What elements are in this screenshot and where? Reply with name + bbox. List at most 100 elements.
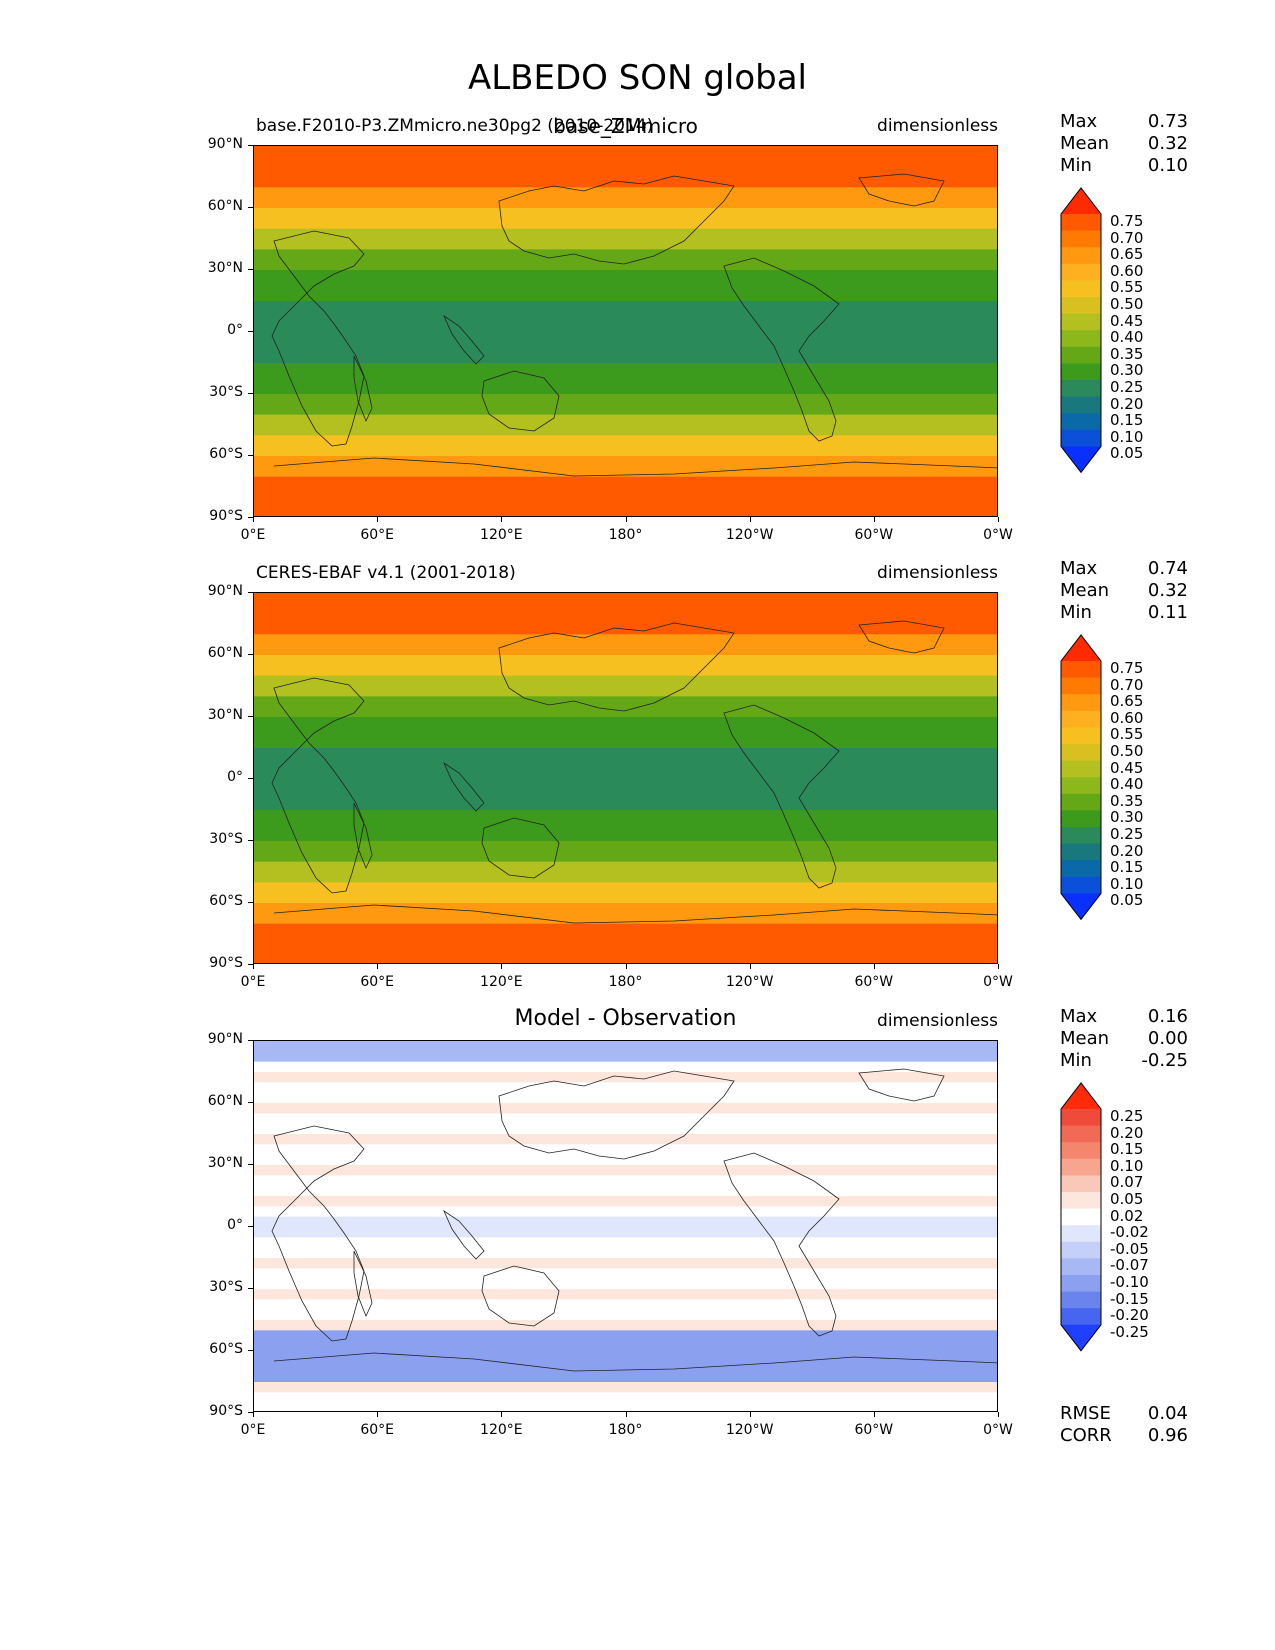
lat-tick-mark <box>248 269 253 270</box>
stat-max: Max 0.73 <box>1060 111 1188 133</box>
field-band <box>254 476 997 488</box>
colorbar-label: 0.75 <box>1110 659 1144 677</box>
colorbar-outline <box>1060 634 1102 921</box>
stat-label: Min <box>1060 602 1092 623</box>
lat-tick-mark <box>248 716 253 717</box>
coastline <box>273 1352 997 1372</box>
colorbar-swatch <box>1061 744 1101 762</box>
field-band <box>254 311 997 323</box>
field-band <box>254 456 997 467</box>
lat-tick-mark <box>248 778 253 779</box>
lat-tick-label: 0° <box>227 769 243 785</box>
field-band <box>254 1340 997 1352</box>
stat-min: Min 0.10 <box>1060 155 1188 177</box>
lat-tick-mark <box>248 840 253 841</box>
map-panel-1: base.F2010-P3.ZMmicro.ne30pg2 (2010-2014… <box>0 0 1275 543</box>
colorbar-label: 0.05 <box>1110 444 1144 463</box>
field-band <box>254 1309 997 1321</box>
field-band <box>254 737 997 749</box>
field-band <box>254 342 997 354</box>
figure-title: ALBEDO SON global <box>467 58 808 98</box>
colorbar-swatch <box>1061 1291 1101 1309</box>
colorbar-swatch <box>1061 330 1101 348</box>
colorbar-label: 0.15 <box>1110 1140 1144 1159</box>
field-band <box>254 497 997 509</box>
colorbar-swatch <box>1061 1241 1101 1259</box>
colorbar-label: 0.70 <box>1110 228 1144 247</box>
field-band <box>254 913 997 925</box>
field-band <box>254 830 997 842</box>
field-band <box>254 270 997 281</box>
field-band <box>254 1320 997 1331</box>
lon-tick-mark <box>625 1412 627 1417</box>
colorbar-swatch <box>1061 413 1101 431</box>
colorbar-label: 0.30 <box>1110 361 1144 380</box>
panel-units: dimensionless <box>877 1011 998 1031</box>
field-band <box>254 301 997 312</box>
colorbar-swatch <box>1061 876 1101 894</box>
colorbar-label: -0.05 <box>1110 1239 1149 1258</box>
colorbar-swatch <box>1061 1158 1101 1176</box>
colorbar-swatch <box>1061 793 1101 811</box>
colorbar-label: 0.45 <box>1110 311 1144 330</box>
stat-value: 0.96 <box>1147 1425 1188 1446</box>
coastline <box>723 1152 840 1337</box>
colorbar-label: 0.60 <box>1110 708 1144 727</box>
field-band <box>254 156 997 168</box>
colorbar-swatch <box>1061 727 1101 745</box>
colorbar-swatch <box>1061 1308 1101 1326</box>
colorbar-swatch <box>1061 694 1101 712</box>
colorbar-label: 0.15 <box>1110 858 1144 877</box>
lon-tick-mark <box>873 1412 875 1417</box>
stat-min: Min 0.11 <box>1060 602 1188 624</box>
coastline <box>481 817 560 879</box>
lat-tick-mark <box>248 393 253 394</box>
lat-tick-label: 90°N <box>207 583 243 599</box>
colorbar-swatch <box>1061 893 1101 920</box>
lat-tick-label: 30°N <box>207 1155 243 1171</box>
lon-tick-mark <box>377 1412 379 1417</box>
colorbar-label: 0.45 <box>1110 758 1144 777</box>
colorbar-label: 0.20 <box>1110 1123 1144 1142</box>
colorbar-outline <box>1060 1082 1102 1352</box>
colorbar-swatch <box>1061 1275 1101 1293</box>
lon-tick-label: 0°E <box>240 1422 266 1438</box>
colorbar-label: -0.10 <box>1110 1273 1149 1291</box>
colorbar-scale <box>1060 634 1102 921</box>
field-band <box>254 146 997 157</box>
field-band <box>254 1123 997 1135</box>
map-field <box>254 593 997 963</box>
colorbar-label: 0.75 <box>1110 212 1144 230</box>
stat-value: 0.04 <box>1147 1403 1188 1424</box>
lat-tick-mark <box>248 455 253 456</box>
field-band <box>254 321 997 333</box>
lon-tick-label: 60°W <box>854 527 894 543</box>
field-band <box>254 1144 997 1156</box>
colorbar-swatch <box>1061 346 1101 364</box>
field-band <box>254 1185 997 1197</box>
panel-title-left: CERES-EBAF v4.1 (2001-2018) <box>256 563 516 583</box>
lat-tick-mark <box>248 1350 253 1351</box>
field-band <box>254 445 997 457</box>
stat-mean: Mean 0.00 <box>1060 1028 1188 1050</box>
panel-title-center: base_ZMmicro <box>553 114 698 138</box>
lon-tick-label: 180° <box>608 1422 643 1438</box>
lat-tick-label: 90°N <box>207 136 243 152</box>
lat-tick-mark <box>248 1040 253 1041</box>
field-band <box>254 1289 997 1300</box>
stat-min: Min -0.25 <box>1060 1050 1188 1072</box>
lon-tick-label: 0°W <box>983 974 1013 990</box>
colorbar-swatch <box>1061 1225 1101 1243</box>
colorbar-label: -0.02 <box>1110 1223 1149 1242</box>
field-band <box>254 923 997 935</box>
field-band <box>254 810 997 821</box>
colorbar-label: 0.15 <box>1110 411 1144 430</box>
panel-units: dimensionless <box>877 116 998 136</box>
colorbar-label: 0.55 <box>1110 725 1144 744</box>
coastline <box>271 1125 365 1342</box>
stat-value: 0.74 <box>1147 558 1188 579</box>
field-band <box>254 934 997 945</box>
colorbar-swatch <box>1061 188 1101 214</box>
field-band <box>254 665 997 677</box>
coastline <box>273 457 997 477</box>
